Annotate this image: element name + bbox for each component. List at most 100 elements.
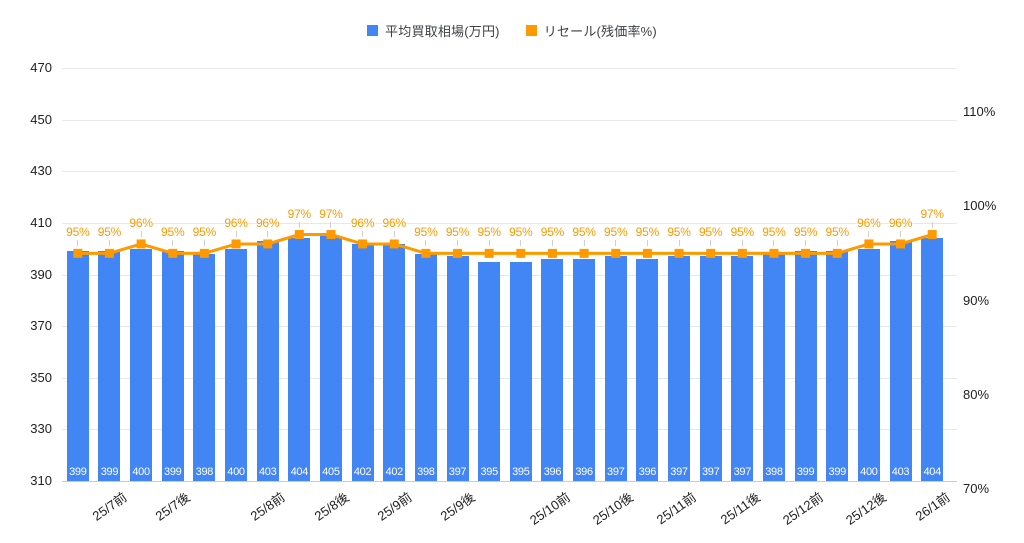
annotation-stem <box>520 240 522 247</box>
y-axis-label-left: 310 <box>30 473 52 488</box>
bar[interactable]: 403 <box>256 240 279 481</box>
bar[interactable]: 398 <box>193 253 216 481</box>
bar[interactable]: 397 <box>668 256 691 481</box>
annotation-stem <box>298 221 300 228</box>
annotation-stem <box>551 240 553 247</box>
bar-value-label: 402 <box>353 465 372 478</box>
bar[interactable]: 400 <box>857 248 880 481</box>
x-axis-label-text: 25/7前 <box>89 489 130 524</box>
annotation-stem <box>678 240 680 247</box>
bar[interactable]: 399 <box>161 251 184 481</box>
gridline <box>62 326 957 328</box>
annotation-stem <box>931 221 933 228</box>
bar-value-label: 398 <box>195 465 214 478</box>
bar[interactable]: 397 <box>699 256 722 481</box>
bar[interactable]: 402 <box>383 243 406 481</box>
percent-label: 95% <box>604 225 628 240</box>
bar[interactable]: 397 <box>604 256 627 481</box>
annotation-stem <box>457 240 459 247</box>
percent-label: 97% <box>920 206 944 221</box>
bar[interactable]: 400 <box>130 248 153 481</box>
bar-value-label: 397 <box>670 465 688 478</box>
bar[interactable]: 403 <box>889 240 912 481</box>
bar-value-label: 403 <box>891 465 910 478</box>
legend-item-resale-rate[interactable]: リセール(残価率%) <box>525 21 657 40</box>
percent-label: 95% <box>192 225 217 240</box>
line-marker[interactable] <box>136 239 146 249</box>
bar[interactable]: 396 <box>573 259 596 481</box>
bar[interactable]: 405 <box>319 235 342 481</box>
bar[interactable]: 395 <box>478 261 501 481</box>
bar[interactable]: 397 <box>731 256 754 481</box>
bar-value-label: 400 <box>860 466 878 478</box>
y-axis-label-right: 90% <box>963 292 990 308</box>
percent-label: 95% <box>66 225 90 240</box>
bar-value-label: 399 <box>828 465 847 478</box>
bar-value-label: 400 <box>132 466 150 478</box>
bar-value-label: 399 <box>69 465 87 478</box>
bar[interactable]: 399 <box>66 251 89 481</box>
line-marker[interactable] <box>864 239 874 249</box>
bar[interactable]: 397 <box>446 256 469 481</box>
bar[interactable]: 399 <box>98 251 121 481</box>
annotation-stem <box>267 230 269 237</box>
bar[interactable]: 404 <box>288 238 311 481</box>
legend-label-average-price: 平均買取相場(万円) <box>385 23 500 39</box>
percent-label: 95% <box>730 225 755 240</box>
annotation-stem <box>488 240 490 247</box>
bar-value-label: 404 <box>290 465 309 478</box>
bar-value-label: 400 <box>227 466 245 478</box>
line-marker[interactable] <box>642 248 652 258</box>
percent-label: 95% <box>635 225 660 240</box>
bar-value-label: 395 <box>480 466 498 478</box>
legend: 平均買取相場(万円) リセール(残価率%) <box>0 20 1024 40</box>
x-axis-label-text: 25/7後 <box>153 489 194 524</box>
percent-label: 95% <box>698 225 723 240</box>
bar[interactable]: 398 <box>414 253 437 481</box>
bar[interactable]: 399 <box>794 251 817 481</box>
bar[interactable]: 396 <box>541 259 564 481</box>
y-axis-label-right: 110% <box>963 104 996 119</box>
x-axis-label-text: 25/9後 <box>437 489 478 524</box>
percent-label: 95% <box>414 225 438 240</box>
line-marker[interactable] <box>484 248 494 258</box>
legend-label-resale-rate: リセール(残価率%) <box>543 23 657 39</box>
bar[interactable]: 404 <box>921 238 944 481</box>
legend-item-average-price[interactable]: 平均買取相場(万円) <box>367 21 500 40</box>
line-marker[interactable] <box>547 248 557 258</box>
bar[interactable]: 395 <box>509 261 532 481</box>
bar-value-label: 397 <box>701 465 720 478</box>
percent-label: 96% <box>857 215 881 230</box>
bar[interactable]: 400 <box>225 248 248 481</box>
y-axis-label-left: 450 <box>30 111 52 127</box>
gridline <box>62 171 957 173</box>
x-axis-label-text: 25/12前 <box>780 489 826 528</box>
bar-value-label: 399 <box>164 465 182 478</box>
annotation-stem <box>583 240 585 247</box>
percent-label: 96% <box>255 215 280 230</box>
line-marker[interactable] <box>579 248 589 258</box>
line-marker[interactable] <box>231 239 241 249</box>
x-axis-label-text: 25/10後 <box>590 489 637 528</box>
y-axis-label-left: 470 <box>30 60 52 75</box>
annotation-stem <box>393 230 395 237</box>
bar[interactable]: 396 <box>636 259 659 481</box>
annotation-stem <box>77 240 79 247</box>
x-axis-label-text: 25/8前 <box>248 489 288 524</box>
bar-value-label: 396 <box>543 465 562 478</box>
annotation-stem <box>900 230 902 237</box>
bar[interactable]: 399 <box>826 251 849 481</box>
gridline <box>62 119 957 121</box>
line-marker[interactable] <box>516 248 526 258</box>
gridline <box>62 68 957 69</box>
x-axis-label-text: 25/11前 <box>654 489 700 528</box>
legend-swatch-orange-icon <box>525 24 537 36</box>
percent-label: 95% <box>667 225 691 240</box>
x-axis-label-text: 25/12後 <box>843 489 890 528</box>
bar[interactable]: 398 <box>762 253 785 481</box>
y-axis-label-left: 370 <box>30 318 52 334</box>
bar[interactable]: 402 <box>351 243 374 481</box>
percent-label: 96% <box>224 215 248 230</box>
gridline <box>62 274 957 276</box>
